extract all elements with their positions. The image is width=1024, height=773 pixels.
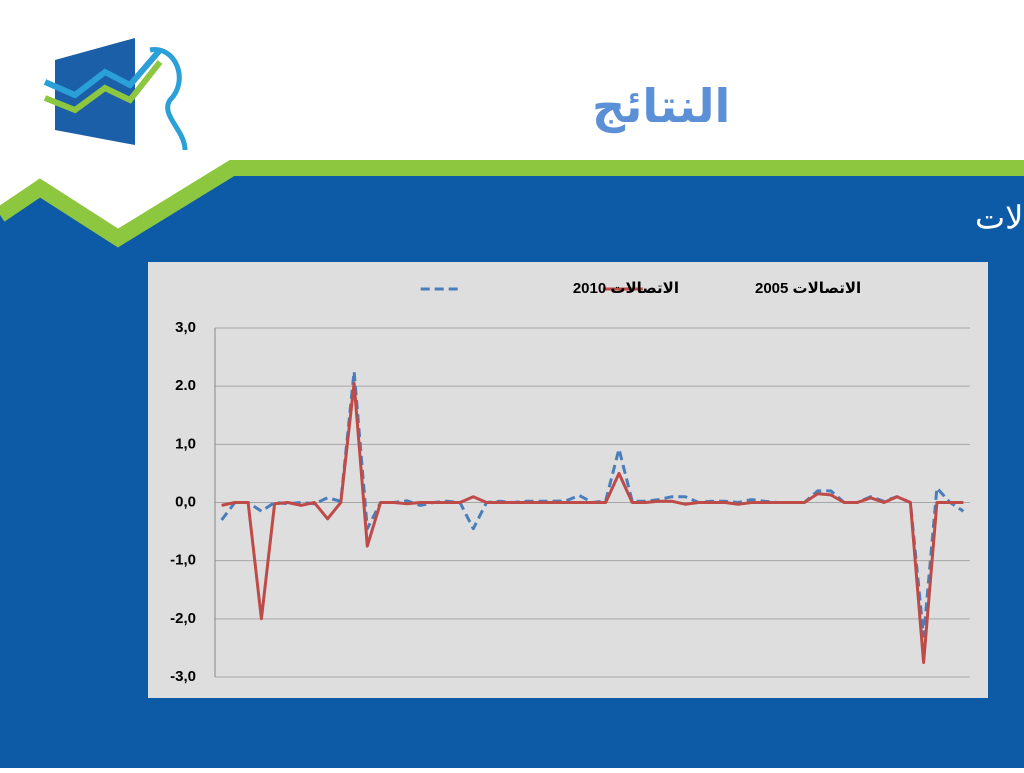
- logo-shape: [55, 38, 135, 145]
- y-tick-label: 3,0: [175, 319, 196, 336]
- legend-label: الاتصالات 2010: [573, 280, 679, 297]
- logo-line: [43, 48, 163, 99]
- slide-subtitle: التغيير السنوي لمجموعة ألاتصالات: [975, 197, 1024, 237]
- y-tick-label: 2.0: [175, 377, 196, 394]
- y-tick-label: -1,0: [170, 552, 196, 569]
- chart-area: [148, 262, 988, 698]
- logo-curve: [149, 47, 188, 151]
- y-tick-label: 1,0: [175, 435, 196, 452]
- slide-title: النتائج: [592, 80, 730, 133]
- green-stripe: [0, 160, 1024, 248]
- y-tick-label: -3,0: [170, 668, 196, 685]
- legend-label: الاتصالات 2005: [755, 280, 861, 297]
- logo: [43, 38, 188, 151]
- y-tick-label: 0,0: [175, 493, 196, 510]
- logo-line: [43, 60, 163, 114]
- chart: 3,0 2.0 1,0 0,0 -1,0 -2,0 -3,0 الاتصالات 2005 ال…: [170, 280, 970, 685]
- series-line: [221, 381, 964, 664]
- y-tick-label: -2,0: [170, 610, 196, 627]
